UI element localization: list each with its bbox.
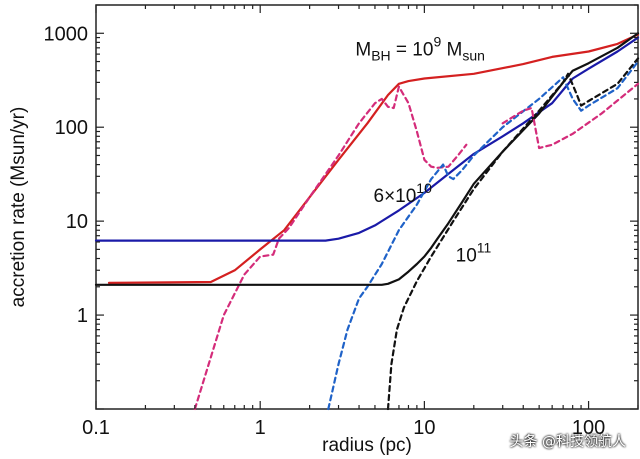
watermark: 头条 @科技领航人 [509,434,626,450]
annotation-label-3: 1011 [456,240,492,267]
series-line-3 [94,36,640,242]
annotation-label-1: MBH = 109 Msun [355,33,485,63]
series-line-5 [94,32,640,286]
series-line-1 [107,33,640,284]
plot-frame [95,4,639,410]
series-line-7 [501,82,640,150]
y-tick-label: 10 [66,211,88,233]
series-line-6 [386,57,640,411]
series-line-2 [193,85,468,411]
y-tick-label: 1000 [44,23,89,45]
ticks-layer: 0.1 1 10 100 1 10 100 1000 [44,4,639,439]
y-tick-label: 1 [77,305,88,327]
x-tick-label: 10 [413,417,435,439]
x-axis-label: radius (pc) [322,435,412,456]
x-tick-label: 1 [255,417,266,439]
x-tick-label: 0.1 [82,417,110,439]
series-layer [94,32,640,411]
y-tick-label: 100 [55,117,88,139]
series-line-4 [327,60,640,411]
annotation-label-2: 6×1010 [374,180,433,207]
x-tick-label: 100 [572,417,605,439]
annotations-layer: MBH = 109 Msun 6×1010 1011 [355,33,491,266]
y-axis-label: accretion rate (Msun/yr) [8,107,29,308]
